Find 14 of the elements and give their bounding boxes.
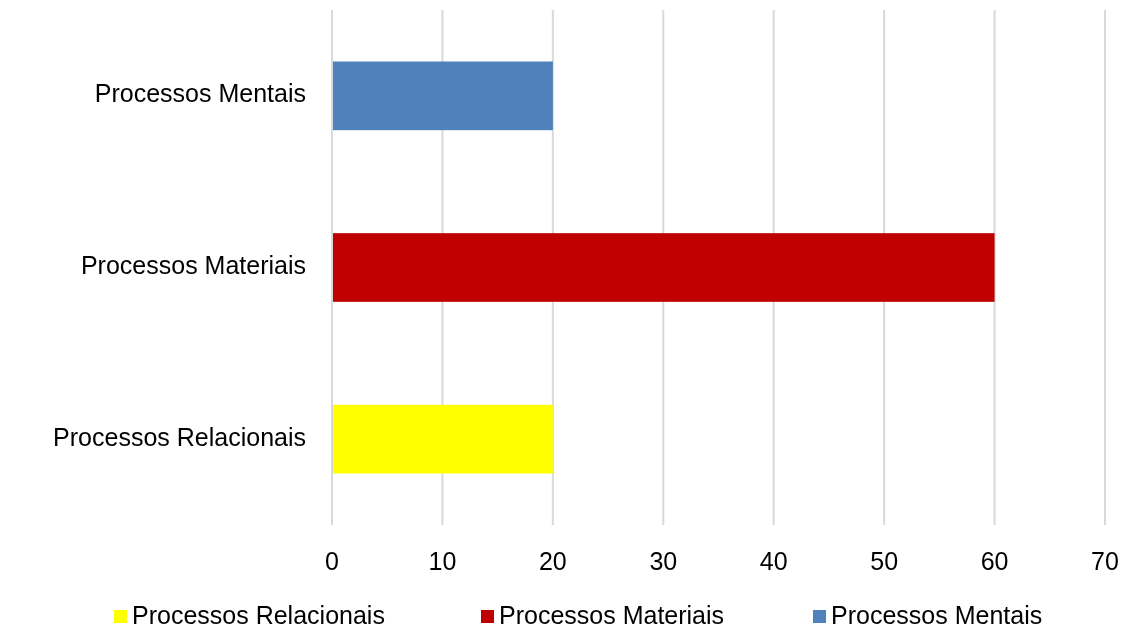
legend-label: Processos Mentais — [831, 600, 1043, 629]
legend-label: Processos Relacionais — [132, 600, 385, 629]
x-tick-label: 50 — [870, 547, 899, 575]
x-tick-label: 20 — [538, 547, 567, 575]
legend-label: Processos Materiais — [499, 600, 725, 629]
x-tick-label: 40 — [759, 547, 788, 575]
x-tick-label: 60 — [980, 547, 1009, 575]
x-tick-label: 10 — [428, 547, 457, 575]
x-tick-label: 30 — [649, 547, 678, 575]
x-tick-label: 0 — [325, 547, 339, 575]
y-tick-label: Processos Materiais — [80, 251, 306, 280]
y-tick-label: Processos Relacionais — [53, 422, 306, 451]
x-tick-label: 70 — [1091, 547, 1119, 575]
y-tick-label: Processos Mentais — [94, 79, 306, 108]
